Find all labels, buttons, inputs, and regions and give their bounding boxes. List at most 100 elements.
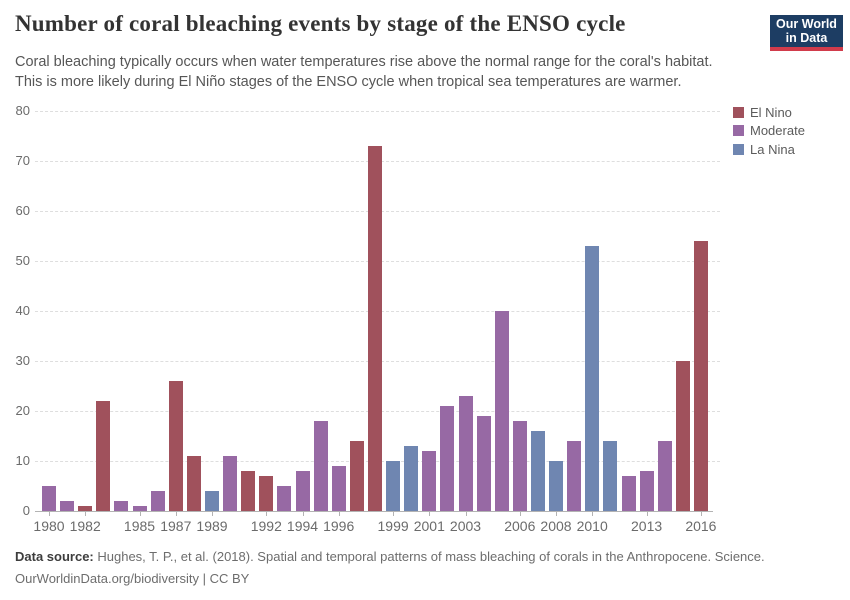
x-tick-1989	[212, 512, 213, 516]
bar-1989[interactable]	[205, 491, 219, 511]
x-axis-label-1985: 1985	[123, 518, 156, 534]
footer-source-label: Data source:	[15, 549, 94, 564]
bar-2009[interactable]	[567, 441, 582, 511]
bar-2006[interactable]	[512, 421, 527, 511]
legend-label-moderate: Moderate	[750, 123, 805, 139]
bar-2004[interactable]	[476, 416, 491, 511]
bar-2014[interactable]	[657, 441, 672, 511]
x-tick-1996	[338, 512, 340, 516]
bar-2007[interactable]	[530, 431, 545, 511]
legend-label-el-nino: El Nino	[750, 104, 792, 120]
moderate-swatch-icon	[733, 125, 744, 137]
x-axis-label-1989: 1989	[196, 518, 228, 534]
bar-2000[interactable]	[404, 446, 419, 511]
x-tick-1992	[266, 512, 268, 516]
owid-logo-line1: Our World	[776, 17, 837, 31]
x-axis-label-2013: 2013	[631, 518, 663, 534]
legend: El Nino Moderate La Nina	[733, 103, 805, 159]
bar-1986[interactable]	[150, 491, 165, 511]
bar-1994[interactable]	[295, 471, 310, 511]
x-tick-2013	[646, 512, 648, 516]
y-axis-label-50: 50	[15, 253, 30, 268]
x-tick-1994	[302, 512, 304, 516]
owid-logo-line2: in Data	[785, 31, 828, 45]
x-axis-label-2016: 2016	[685, 518, 717, 534]
bar-1995[interactable]	[313, 421, 328, 511]
bar-2003[interactable]	[458, 396, 473, 511]
bar-2002[interactable]	[440, 406, 455, 511]
bar-2016[interactable]	[693, 241, 708, 511]
bar-2012[interactable]	[621, 476, 636, 511]
bar-1990[interactable]	[223, 456, 238, 511]
x-axis-line	[35, 511, 713, 512]
x-axis-label-2008: 2008	[540, 518, 572, 534]
bar-1991[interactable]	[241, 471, 256, 511]
gridline-80	[35, 111, 720, 112]
x-axis-label-1982: 1982	[69, 518, 101, 534]
x-axis-label-2006: 2006	[504, 518, 536, 534]
legend-label-la-nina: La Nina	[750, 141, 795, 157]
bar-2015[interactable]	[675, 361, 690, 511]
bar-1992[interactable]	[259, 476, 274, 511]
footer-license: OurWorldinData.org/biodiversity | CC BY	[15, 571, 250, 586]
bar-1988[interactable]	[186, 456, 201, 511]
bar-1993[interactable]	[277, 486, 292, 511]
bar-1985[interactable]	[132, 506, 147, 511]
owid-logo: Our World in Data	[770, 15, 843, 51]
footer-source: Data source: Hughes, T. P., et al. (2018…	[15, 546, 765, 568]
y-axis-label-20: 20	[15, 403, 30, 418]
bar-2001[interactable]	[422, 451, 437, 511]
x-tick-1999	[393, 512, 395, 516]
chart-subtitle: Coral bleaching typically occurs when wa…	[15, 52, 713, 92]
x-tick-1982	[85, 512, 87, 516]
x-axis-label-1980: 1980	[33, 518, 65, 534]
bar-1987[interactable]	[168, 381, 183, 511]
y-axis-label-60: 60	[15, 203, 30, 218]
footer-source-text: Hughes, T. P., et al. (2018). Spatial an…	[93, 549, 765, 564]
legend-item-el-nino: El Nino	[733, 103, 805, 122]
bar-1999[interactable]	[386, 461, 401, 511]
x-axis-label-2001: 2001	[413, 518, 445, 534]
y-axis-label-40: 40	[15, 303, 30, 318]
bar-2005[interactable]	[494, 311, 509, 511]
x-axis-label-1999: 1999	[377, 518, 409, 534]
x-tick-2016	[700, 512, 702, 516]
y-axis-label-0: 0	[22, 503, 30, 518]
x-axis-label-2010: 2010	[576, 518, 608, 534]
y-axis-label-30: 30	[15, 353, 30, 368]
y-axis-label-70: 70	[15, 153, 30, 168]
page-title: Number of coral bleaching events by stag…	[15, 11, 626, 36]
x-tick-2008	[556, 512, 557, 516]
y-axis-label-10: 10	[15, 453, 30, 468]
y-axis-label-80: 80	[15, 103, 30, 118]
la-nina-swatch-icon	[733, 143, 744, 155]
legend-item-la-nina: La Nina	[733, 140, 805, 159]
x-axis-label-1992: 1992	[250, 518, 282, 534]
bar-1984[interactable]	[114, 501, 129, 511]
bar-1981[interactable]	[60, 501, 75, 511]
x-axis-label-1996: 1996	[323, 518, 355, 534]
x-axis-label-2003: 2003	[449, 518, 482, 534]
bar-2013[interactable]	[639, 471, 654, 511]
x-tick-2003	[465, 512, 467, 516]
x-tick-2006	[519, 512, 521, 516]
bar-1980[interactable]	[42, 486, 56, 511]
chart-subtitle-line2: This is more likely during El Niño stage…	[15, 74, 682, 90]
x-tick-1980	[49, 512, 50, 516]
x-axis-label-1987: 1987	[160, 518, 192, 534]
el-nino-swatch-icon	[733, 106, 744, 118]
x-tick-1987	[175, 512, 177, 516]
bar-2011[interactable]	[603, 441, 618, 511]
bar-1983[interactable]	[96, 401, 111, 511]
bar-1996[interactable]	[331, 466, 346, 511]
x-tick-1985	[139, 512, 141, 516]
x-tick-2001	[429, 512, 431, 516]
bar-2010[interactable]	[585, 246, 600, 511]
bar-1998[interactable]	[367, 146, 382, 511]
legend-item-moderate: Moderate	[733, 122, 805, 141]
bar-1982[interactable]	[78, 506, 93, 511]
bar-1997[interactable]	[349, 441, 364, 511]
bar-2008[interactable]	[549, 461, 563, 511]
